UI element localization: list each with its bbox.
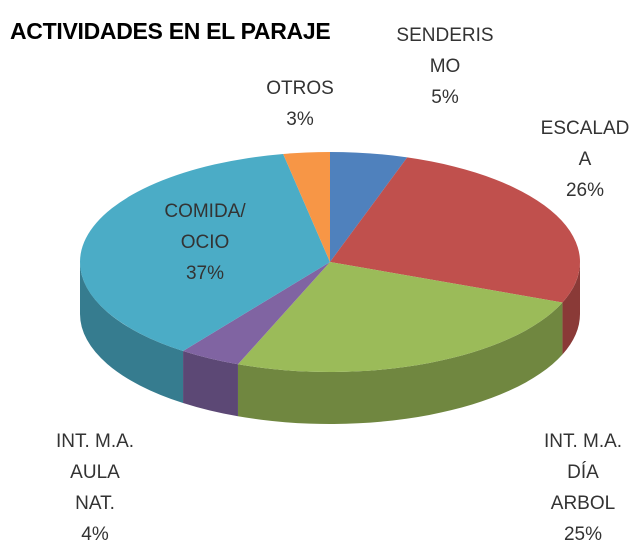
slice (283, 152, 330, 262)
data-label: INT. M.A. AULA NAT. 4% (15, 426, 175, 546)
slice (237, 262, 563, 373)
data-label: COMIDA/ OCIO 37% (125, 196, 285, 289)
value-label: 5% (431, 87, 459, 108)
value-label: 3% (286, 109, 314, 130)
data-label: INT. M.A. DÍA ARBOL 25% (503, 426, 639, 546)
slice-side (80, 262, 184, 403)
slice (330, 152, 408, 262)
slice-side (183, 350, 238, 417)
category-label: OTROS (266, 78, 334, 99)
data-label: SENDERIS MO 5% (365, 20, 525, 113)
slice-side (562, 262, 580, 355)
value-label: 25% (563, 524, 603, 545)
category-label: INT. M.A. AULA NAT. (55, 431, 135, 514)
slice (330, 157, 580, 303)
value-label: 37% (185, 263, 225, 284)
data-label: ESCALAD A 26% (505, 113, 639, 206)
category-label: ESCALAD A (540, 118, 630, 170)
data-label: OTROS 3% (220, 73, 380, 135)
value-label: 4% (81, 524, 109, 545)
slice (183, 262, 330, 365)
category-label: SENDERIS MO (396, 25, 494, 77)
category-label: COMIDA/ OCIO (164, 201, 246, 253)
category-label: INT. M.A. DÍA ARBOL (543, 431, 623, 514)
slice (79, 153, 330, 351)
slice-side (237, 302, 563, 424)
chart-title: ACTIVIDADES EN EL PARAJE (10, 18, 331, 44)
value-label: 26% (565, 180, 605, 201)
